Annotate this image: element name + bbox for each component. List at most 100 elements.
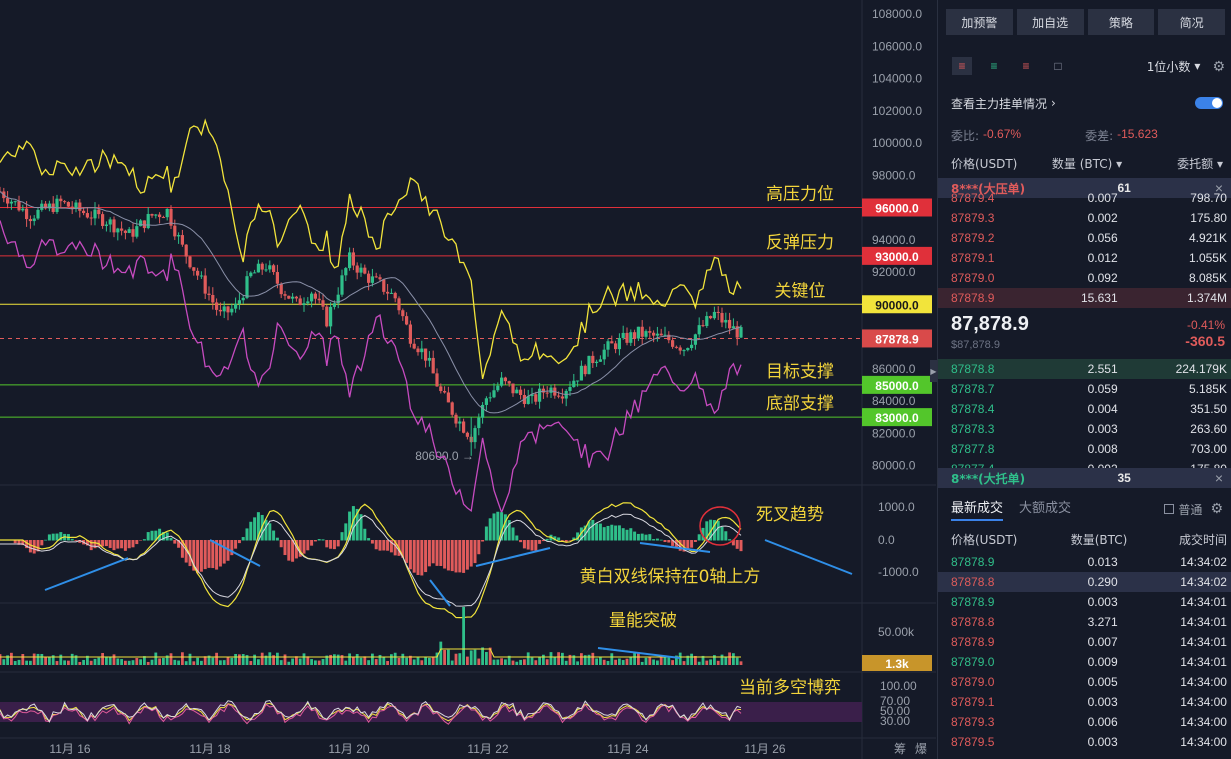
close-icon[interactable]: × <box>1214 180 1223 196</box>
y-tick-label: 94000.0 <box>872 233 916 247</box>
bid-row[interactable]: 87878.8 2.551 224.179K <box>938 359 1231 379</box>
qty-header[interactable]: 数量 (BTC) ▾ <box>1051 157 1123 171</box>
volume-bar <box>127 660 131 665</box>
volume-bar <box>59 654 63 665</box>
big-sell-bar[interactable]: 8***(大压单) 61 × <box>938 178 1231 198</box>
trade-price: 87878.8 <box>951 575 995 589</box>
collapse-handle[interactable]: ▶ <box>930 360 937 382</box>
bid-row[interactable]: 87878.4 0.004 351.50 <box>938 399 1231 419</box>
both-sides-view-icon[interactable]: ≡ <box>952 57 972 75</box>
volume-bar <box>538 657 541 665</box>
tab-large-trades[interactable]: 大额成交 <box>1019 501 1072 516</box>
level-annotation: 高压力位 <box>766 185 834 205</box>
normal-checkbox[interactable]: 普通 <box>1164 501 1202 518</box>
trade-row[interactable]: 87878.9 0.007 14:34:01 <box>938 632 1231 652</box>
trade-row[interactable]: 87878.9 0.013 14:34:02 <box>938 552 1231 572</box>
bid-row[interactable]: 87877.8 0.008 703.00 <box>938 439 1231 459</box>
macd-histogram-bar <box>621 528 625 541</box>
macd-histogram-bar <box>731 540 735 546</box>
candle-body <box>416 348 420 353</box>
gear-icon[interactable]: ⚙ <box>1210 501 1223 517</box>
main-orders-toggle[interactable] <box>1195 97 1223 109</box>
candle-body <box>667 334 671 341</box>
last-price-tag <box>862 329 932 348</box>
trend-arrow <box>639 542 711 553</box>
candle-body <box>245 276 249 298</box>
macd-histogram-bar <box>386 540 390 551</box>
x-tick-label: 11月 22 <box>467 742 508 756</box>
trade-row[interactable]: 87879.0 0.005 14:34:00 <box>938 672 1231 692</box>
add-alert-button[interactable]: 加预警 <box>946 9 1013 35</box>
trade-qty: 0.006 <box>1087 715 1118 729</box>
chart-pane[interactable]: 108000.0 106000.0 104000.0 102000.0 100000.0… <box>0 0 936 759</box>
bids-only-view-icon[interactable]: ≡ <box>990 59 998 73</box>
depth-view-icon[interactable]: □ <box>1054 59 1062 73</box>
volume-bar <box>196 657 199 665</box>
volume-bar <box>557 652 560 665</box>
macd-histogram-bar <box>36 540 40 552</box>
volume-bar <box>705 660 709 665</box>
volume-bar <box>587 654 591 665</box>
volume-bar <box>656 660 659 665</box>
trade-row[interactable]: 87878.8 3.271 14:34:01 <box>938 612 1231 632</box>
diff-label: 委差: <box>1085 129 1114 143</box>
macd-histogram-bar <box>496 511 500 541</box>
volume-bar <box>135 658 139 665</box>
volume-bar <box>184 661 188 665</box>
macd-histogram-bar <box>154 530 158 541</box>
volume-bar <box>439 641 443 665</box>
add-watchlist-button[interactable]: 加自选 <box>1016 9 1084 35</box>
macd-histogram-bar <box>131 540 135 548</box>
candle-body <box>63 201 67 203</box>
ask-price: 87879.1 <box>951 251 995 265</box>
mid-change-abs: -360.5 <box>1185 333 1225 349</box>
volume-bar <box>348 653 351 665</box>
trade-row[interactable]: 87879.3 0.006 14:34:00 <box>938 712 1231 732</box>
candle-body <box>47 203 51 209</box>
volume-bar <box>530 657 534 665</box>
close-icon[interactable]: × <box>1214 470 1223 486</box>
macd-histogram-bar <box>287 540 291 561</box>
macd-histogram-bar <box>302 540 306 554</box>
strategy-button[interactable]: 策略 <box>1087 9 1155 35</box>
big-buy-bar[interactable]: 8***(大托单) 35 × <box>938 468 1231 488</box>
tab-latest-trades[interactable]: 最新成交 <box>951 497 1004 521</box>
overview-button[interactable]: 简况 <box>1158 9 1225 35</box>
trade-row[interactable]: 87878.9 0.003 14:34:01 <box>938 592 1231 612</box>
bid-price: 87878.7 <box>951 382 995 396</box>
decimal-select[interactable]: 1位小数 ▾ <box>1147 58 1201 75</box>
chevron-right-icon: › <box>1051 96 1056 110</box>
ask-row[interactable]: 87879.1 0.012 1.055K <box>938 248 1231 268</box>
bid-row[interactable]: 87878.3 0.003 263.60 <box>938 419 1231 439</box>
main-orders-row[interactable]: 查看主力挂单情况 › <box>951 94 1223 112</box>
checkbox-icon <box>1164 504 1175 514</box>
macd-histogram-bar <box>640 533 644 541</box>
volume-bar <box>462 606 465 665</box>
volume-bar <box>367 660 370 665</box>
order-book-panel: 加预警 加自选 策略 简况 ≡ ≡ ≡ □ 1位小数 ▾ ⚙ 查看主力挂单情况 … <box>937 0 1231 759</box>
ask-qty: 0.092 <box>1087 271 1118 285</box>
ask-row[interactable]: 87879.3 0.002 175.80 <box>938 208 1231 228</box>
candlestick-chart[interactable]: 108000.0 106000.0 104000.0 102000.0 100000.0… <box>0 0 936 759</box>
trade-row[interactable]: 87879.5 0.003 14:34:00 <box>938 732 1231 752</box>
trade-row[interactable]: 87879.0 0.009 14:34:01 <box>938 652 1231 672</box>
asks-only-view-icon[interactable]: ≡ <box>1022 59 1030 73</box>
amount-header[interactable]: 委托额 ▾ <box>1177 157 1224 171</box>
macd-histogram-bar <box>610 524 614 541</box>
ask-row[interactable]: 87879.4 0.007 798.70 <box>938 188 1231 208</box>
volume-bar <box>158 658 161 665</box>
gear-icon[interactable]: ⚙ <box>1212 57 1225 74</box>
candle-body <box>6 198 10 204</box>
ask-row[interactable]: 87878.9 15.631 1.374M <box>938 288 1231 308</box>
volume-bar <box>82 659 85 665</box>
macd-histogram-bar <box>146 532 150 541</box>
macd-histogram-bar <box>424 540 428 573</box>
trade-row[interactable]: 87879.1 0.003 14:34:00 <box>938 692 1231 712</box>
macd-histogram-bar <box>192 540 196 571</box>
volume-bar <box>523 659 526 665</box>
bid-row[interactable]: 87878.7 0.059 5.185K <box>938 379 1231 399</box>
macd-histogram-bar <box>180 540 184 558</box>
ask-row[interactable]: 87879.0 0.092 8.085K <box>938 268 1231 288</box>
ask-row[interactable]: 87879.2 0.056 4.921K <box>938 228 1231 248</box>
trade-row[interactable]: 87878.8 0.290 14:34:02 <box>938 572 1231 592</box>
